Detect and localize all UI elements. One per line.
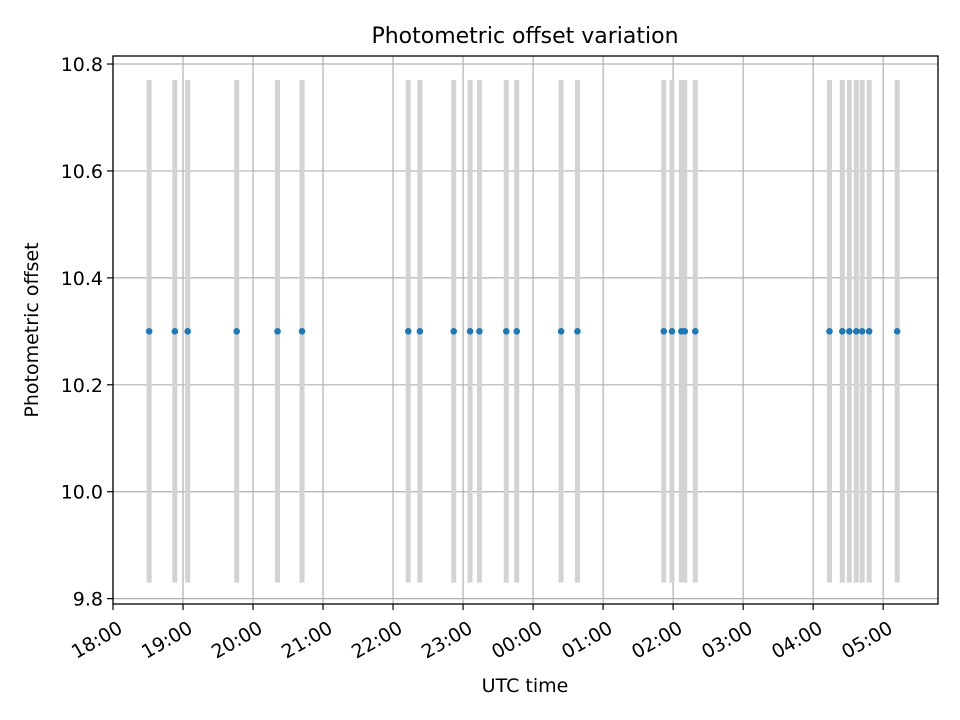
data-point	[858, 328, 866, 335]
data-point	[274, 328, 281, 335]
data-point	[893, 328, 901, 335]
data-point	[681, 328, 689, 335]
y-tick-label: 10.4	[61, 268, 103, 290]
data-point	[826, 328, 833, 335]
y-axis-ticks: 9.8 10.0 10.2 10.4 10.6 10.8	[61, 54, 113, 611]
data-point	[476, 328, 483, 335]
data-point	[574, 328, 581, 335]
data-point	[668, 328, 676, 335]
data-point	[846, 328, 853, 335]
y-axis-label: Photometric offset	[21, 242, 43, 417]
data-point	[184, 328, 191, 335]
data-points	[145, 328, 901, 335]
data-point	[660, 328, 668, 335]
axes-frame	[112, 55, 939, 605]
y-tick-label: 10.2	[61, 375, 103, 397]
data-point	[865, 328, 873, 335]
data-point	[171, 328, 179, 335]
data-point	[557, 328, 565, 335]
data-point	[450, 328, 458, 335]
data-point	[513, 328, 521, 335]
data-point	[839, 328, 846, 335]
chart-title: Photometric offset variation	[371, 24, 678, 49]
data-point	[853, 328, 860, 335]
data-point	[466, 328, 474, 335]
y-tick-label: 10.8	[61, 54, 103, 76]
data-point	[404, 328, 412, 335]
data-point	[691, 328, 699, 335]
data-point	[298, 328, 306, 335]
y-tick-label: 10.0	[61, 482, 103, 504]
data-point	[416, 328, 424, 335]
y-tick-label: 9.8	[73, 589, 103, 611]
data-point	[502, 328, 510, 335]
x-axis-label: UTC time	[482, 675, 569, 697]
data-point	[233, 328, 240, 335]
data-point	[145, 328, 153, 335]
y-tick-label: 10.6	[61, 161, 103, 183]
